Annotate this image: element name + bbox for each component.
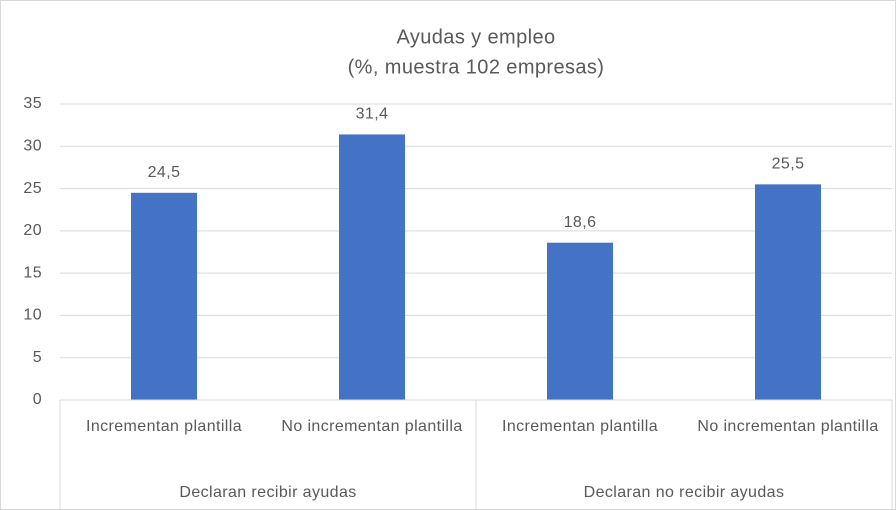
data-label: 31,4: [356, 106, 389, 123]
bar: [339, 134, 405, 400]
x-tick-label: Incrementan plantilla: [502, 418, 658, 435]
group-label: Declaran recibir ayudas: [179, 484, 356, 501]
data-label: 25,5: [772, 156, 805, 173]
y-tick-label: 10: [23, 307, 42, 324]
y-tick-label: 30: [23, 138, 42, 155]
data-label: 24,5: [148, 164, 181, 181]
y-tick-label: 15: [23, 264, 42, 281]
chart-title: Ayudas y empleo: [396, 26, 555, 48]
bar: [131, 192, 197, 400]
chart-subtitle: (%, muestra 102 empresas): [348, 56, 605, 78]
y-tick-label: 25: [23, 180, 42, 197]
bar: [547, 242, 613, 400]
x-tick-label: Incrementan plantilla: [86, 418, 242, 435]
y-tick-label: 20: [23, 222, 42, 239]
data-label: 18,6: [564, 214, 597, 231]
bar: [755, 184, 821, 400]
group-label: Declaran no recibir ayudas: [584, 484, 785, 501]
y-tick-label: 0: [33, 391, 42, 408]
x-tick-label: No incrementan plantilla: [281, 418, 462, 435]
y-tick-label: 5: [33, 349, 42, 366]
y-tick-label: 35: [23, 95, 42, 112]
x-tick-label: No incrementan plantilla: [697, 418, 878, 435]
